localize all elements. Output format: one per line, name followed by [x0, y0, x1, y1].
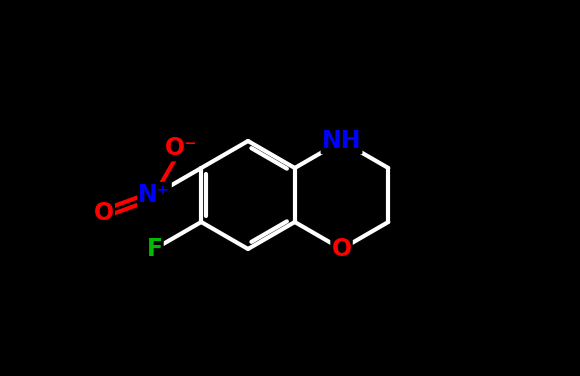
Text: N⁺: N⁺	[139, 183, 171, 207]
Text: F: F	[146, 237, 162, 261]
Text: O: O	[331, 237, 351, 261]
Text: NH: NH	[322, 129, 361, 153]
Text: O: O	[93, 202, 114, 226]
Text: O⁻: O⁻	[165, 136, 198, 160]
